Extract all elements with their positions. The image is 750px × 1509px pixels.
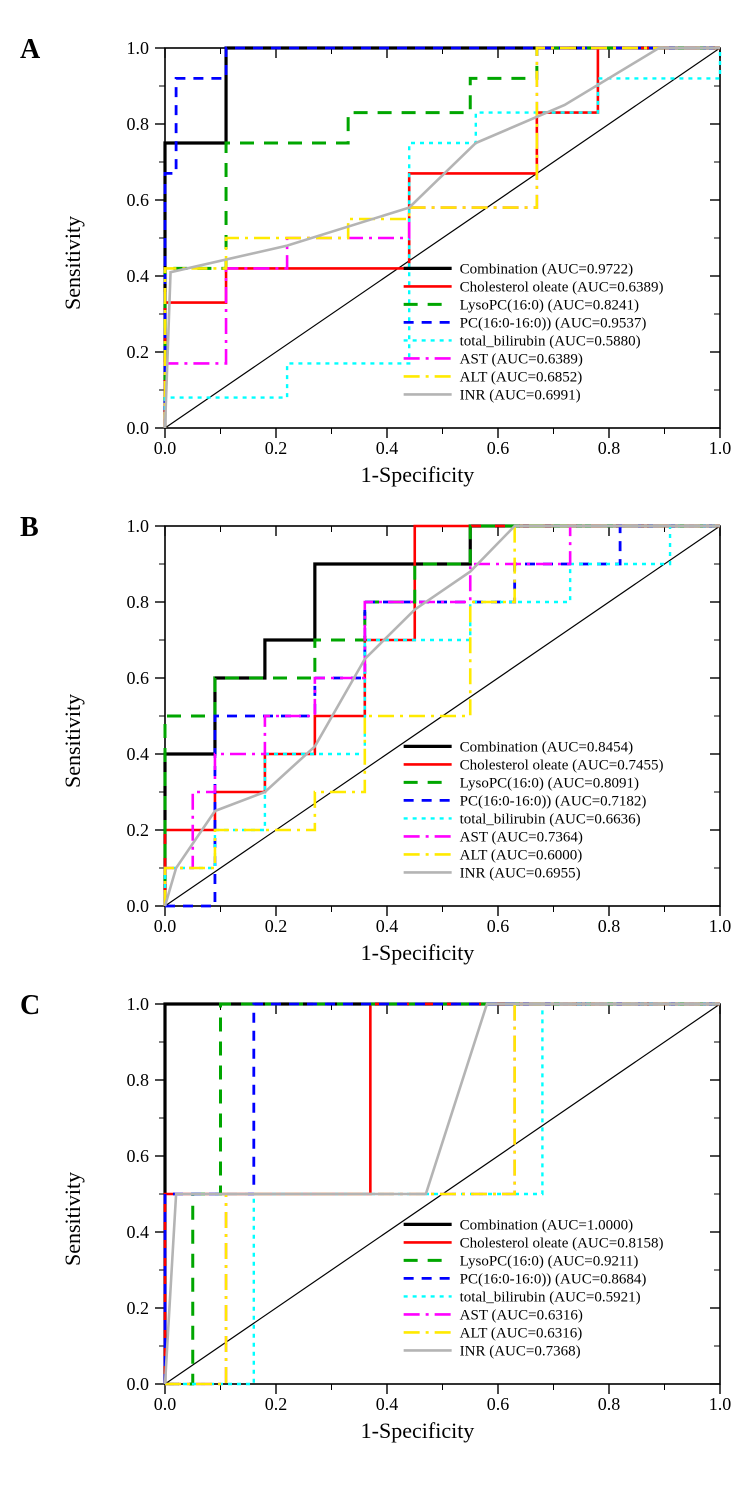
svg-text:0.8: 0.8 bbox=[598, 1394, 621, 1414]
svg-text:0.2: 0.2 bbox=[127, 820, 150, 840]
svg-text:1.0: 1.0 bbox=[709, 1394, 732, 1414]
ylabel-C: Sensitivity bbox=[60, 1172, 86, 1266]
svg-text:0.2: 0.2 bbox=[127, 1298, 150, 1318]
xlabel-C: 1-Specificity bbox=[115, 1418, 720, 1444]
svg-text:0.4: 0.4 bbox=[127, 744, 150, 764]
panel-C: C Sensitivity 0.00.20.40.60.81.00.00.20.… bbox=[30, 996, 720, 1444]
svg-text:INR (AUC=0.6991): INR (AUC=0.6991) bbox=[460, 387, 581, 403]
svg-text:total_bilirubin (AUC=0.5921): total_bilirubin (AUC=0.5921) bbox=[460, 1289, 641, 1305]
svg-text:LysoPC(16:0) (AUC=0.8241): LysoPC(16:0) (AUC=0.8241) bbox=[460, 297, 639, 313]
svg-text:0.8: 0.8 bbox=[598, 916, 621, 936]
svg-text:0.6: 0.6 bbox=[127, 1146, 150, 1166]
svg-text:0.6: 0.6 bbox=[487, 916, 510, 936]
plot-A-svg: 0.0 0.2 0.4 0.6 0.8 1.0 0.0 0.2 0.4 0.6 0.8 1.0 Comb… bbox=[115, 40, 732, 460]
svg-text:1.0: 1.0 bbox=[127, 996, 150, 1014]
svg-text:0.4: 0.4 bbox=[376, 916, 399, 936]
svg-text:ALT (AUC=0.6000): ALT (AUC=0.6000) bbox=[460, 847, 583, 863]
svg-text:0.2: 0.2 bbox=[127, 342, 150, 362]
svg-text:0.4: 0.4 bbox=[127, 1222, 150, 1242]
svg-text:ALT (AUC=0.6852): ALT (AUC=0.6852) bbox=[460, 369, 583, 385]
ylabel-B: Sensitivity bbox=[60, 694, 86, 788]
svg-text:0.4: 0.4 bbox=[127, 266, 150, 286]
svg-text:0.0: 0.0 bbox=[127, 1374, 150, 1394]
svg-text:1.0: 1.0 bbox=[127, 40, 150, 58]
svg-text:0.2: 0.2 bbox=[265, 1394, 288, 1414]
svg-text:1.0: 1.0 bbox=[709, 916, 732, 936]
ylabel-A: Sensitivity bbox=[60, 216, 86, 310]
svg-text:Cholesterol oleate (AUC=0.8158: Cholesterol oleate (AUC=0.8158) bbox=[460, 1235, 664, 1251]
svg-text:0.6: 0.6 bbox=[127, 668, 150, 688]
svg-text:0.2: 0.2 bbox=[265, 438, 288, 458]
svg-text:0.0: 0.0 bbox=[154, 438, 177, 458]
svg-text:AST (AUC=0.7364): AST (AUC=0.7364) bbox=[460, 829, 583, 845]
svg-text:INR (AUC=0.6955): INR (AUC=0.6955) bbox=[460, 865, 581, 881]
svg-text:0.6: 0.6 bbox=[487, 438, 510, 458]
svg-text:AST (AUC=0.6389): AST (AUC=0.6389) bbox=[460, 351, 583, 367]
svg-text:0.0: 0.0 bbox=[127, 896, 150, 916]
plot-C-wrap: 0.00.20.40.60.81.00.00.20.40.60.81.0Comb… bbox=[115, 996, 720, 1444]
svg-text:0.8: 0.8 bbox=[127, 1070, 150, 1090]
svg-text:0.0: 0.0 bbox=[154, 1394, 177, 1414]
panel-B-label: B bbox=[20, 512, 39, 544]
svg-text:total_bilirubin (AUC=0.6636): total_bilirubin (AUC=0.6636) bbox=[460, 811, 641, 827]
svg-text:0.4: 0.4 bbox=[376, 438, 399, 458]
svg-text:0.6: 0.6 bbox=[487, 1394, 510, 1414]
panel-A: A Sensitivity 0.00.20.40.60.81.00.00.20.… bbox=[30, 40, 720, 488]
figure-container: A Sensitivity 0.00.20.40.60.81.00.00.20.… bbox=[0, 0, 750, 1482]
svg-text:Cholesterol oleate (AUC=0.6389: Cholesterol oleate (AUC=0.6389) bbox=[460, 279, 664, 295]
svg-text:0.8: 0.8 bbox=[127, 114, 150, 134]
plot-C-svg: 0.0 0.2 0.4 0.6 0.8 1.0 0.0 0.2 0.4 0.6 0.8 1.0 Comb… bbox=[115, 996, 732, 1416]
svg-text:Combination (AUC=0.8454): Combination (AUC=0.8454) bbox=[460, 739, 633, 755]
plot-B-svg: 0.0 0.2 0.4 0.6 0.8 1.0 0.0 0.2 0.4 0.6 0.8 1.0 Comb… bbox=[115, 518, 732, 938]
svg-text:0.0: 0.0 bbox=[154, 916, 177, 936]
svg-text:AST (AUC=0.6316): AST (AUC=0.6316) bbox=[460, 1307, 583, 1323]
xlabel-A: 1-Specificity bbox=[115, 462, 720, 488]
svg-text:LysoPC(16:0) (AUC=0.8091): LysoPC(16:0) (AUC=0.8091) bbox=[460, 775, 639, 791]
svg-text:PC(16:0-16:0)) (AUC=0.8684): PC(16:0-16:0)) (AUC=0.8684) bbox=[460, 1271, 647, 1287]
svg-text:Cholesterol oleate (AUC=0.7455: Cholesterol oleate (AUC=0.7455) bbox=[460, 757, 664, 773]
svg-text:Combination (AUC=0.9722): Combination (AUC=0.9722) bbox=[460, 261, 633, 277]
svg-text:INR (AUC=0.7368): INR (AUC=0.7368) bbox=[460, 1343, 581, 1359]
svg-text:0.8: 0.8 bbox=[598, 438, 621, 458]
svg-text:0.6: 0.6 bbox=[127, 190, 150, 210]
plot-B-wrap: 0.00.20.40.60.81.00.00.20.40.60.81.0Comb… bbox=[115, 518, 720, 966]
svg-text:PC(16:0-16:0)) (AUC=0.7182): PC(16:0-16:0)) (AUC=0.7182) bbox=[460, 793, 647, 809]
svg-text:0.0: 0.0 bbox=[127, 418, 150, 438]
svg-text:0.8: 0.8 bbox=[127, 592, 150, 612]
svg-text:0.2: 0.2 bbox=[265, 916, 288, 936]
svg-text:0.4: 0.4 bbox=[376, 1394, 399, 1414]
svg-text:total_bilirubin (AUC=0.5880): total_bilirubin (AUC=0.5880) bbox=[460, 333, 641, 349]
panel-B: B Sensitivity 0.00.20.40.60.81.00.00.20.… bbox=[30, 518, 720, 966]
panel-A-label: A bbox=[20, 34, 40, 66]
svg-text:ALT (AUC=0.6316): ALT (AUC=0.6316) bbox=[460, 1325, 583, 1341]
svg-text:LysoPC(16:0) (AUC=0.9211): LysoPC(16:0) (AUC=0.9211) bbox=[460, 1253, 639, 1269]
svg-text:Combination (AUC=1.0000): Combination (AUC=1.0000) bbox=[460, 1217, 633, 1233]
svg-text:1.0: 1.0 bbox=[127, 518, 150, 536]
svg-text:PC(16:0-16:0)) (AUC=0.9537): PC(16:0-16:0)) (AUC=0.9537) bbox=[460, 315, 647, 331]
panel-C-label: C bbox=[20, 990, 40, 1022]
xlabel-B: 1-Specificity bbox=[115, 940, 720, 966]
svg-text:1.0: 1.0 bbox=[709, 438, 732, 458]
plot-A-wrap: 0.00.20.40.60.81.00.00.20.40.60.81.0Comb… bbox=[115, 40, 720, 488]
